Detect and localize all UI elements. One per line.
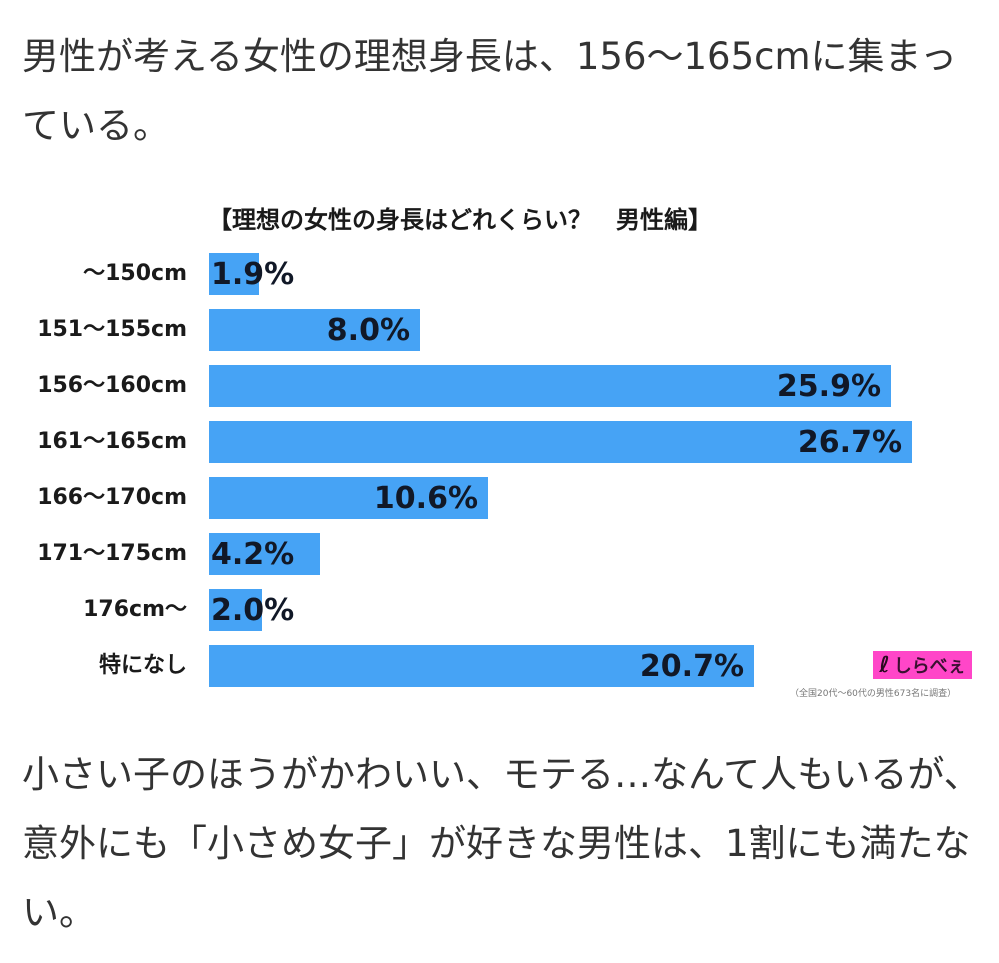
logo-mark-icon: ℓ (879, 653, 890, 678)
logo-text: しらべぇ (893, 656, 966, 677)
bar (209, 533, 320, 575)
category-label: 151〜155cm (37, 317, 187, 342)
category-label: 171〜175cm (37, 541, 187, 566)
value-label: 1.9% (211, 257, 295, 292)
chart-row: 151〜155cm 8.0% (0, 309, 999, 351)
chart-row: 156〜160cm 25.9% (0, 365, 999, 407)
category-label: 156〜160cm (37, 373, 187, 398)
value-label: 4.2% (211, 537, 295, 572)
bar (209, 309, 420, 351)
category-label: 176cm〜 (83, 597, 187, 622)
value-label: 8.0% (326, 313, 410, 348)
outro-paragraph: 小さい子のほうがかわいい、モテる…なんて人もいるが、意外にも「小さめ女子」が好き… (22, 753, 981, 934)
value-label: 2.0% (211, 593, 295, 628)
chart-row: 特になし 20.7% (0, 645, 999, 687)
bar (209, 421, 912, 463)
value-label: 20.7% (639, 649, 744, 684)
intro-paragraph: 男性が考える女性の理想身長は、156〜165cmに集まっている。 (22, 35, 958, 147)
chart-row: 166〜170cm 10.6% (0, 477, 999, 519)
survey-footnote: （全国20代〜60代の男性673名に調査） (790, 689, 957, 699)
category-label: 〜150cm (83, 261, 187, 286)
bar (209, 253, 259, 295)
chart-row: 161〜165cm 26.7% (0, 421, 999, 463)
category-label: 161〜165cm (37, 429, 187, 454)
chart-title: 【理想の女性の身長はどれくらい？ 男性編】 (208, 206, 712, 234)
chart-row: 176cm〜 2.0% (0, 589, 999, 631)
value-label: 25.9% (776, 369, 881, 404)
value-label: 10.6% (373, 481, 478, 516)
bar (209, 365, 891, 407)
bar (209, 589, 262, 631)
category-label: 特になし (98, 653, 187, 678)
chart-row: 〜150cm 1.9% (0, 253, 999, 295)
bar (209, 477, 488, 519)
chart-row: 171〜175cm 4.2% (0, 533, 999, 575)
bar (209, 645, 754, 687)
shirabee-logo: ℓ しらべぇ (873, 651, 972, 679)
category-label: 166〜170cm (37, 485, 187, 510)
value-label: 26.7% (797, 425, 902, 460)
